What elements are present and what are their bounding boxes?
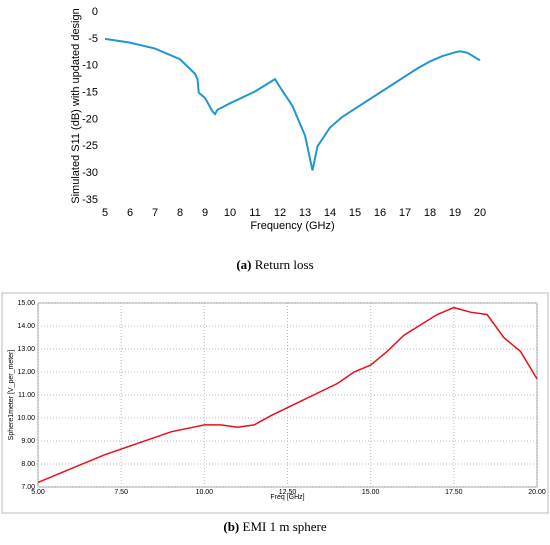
x-tick-label: 5 — [102, 207, 108, 219]
y-tick-label: -25 — [82, 140, 98, 152]
y-tick-label: -10 — [82, 60, 98, 72]
x-tick-label: 7 — [152, 207, 158, 219]
x-tick-label: 13 — [299, 207, 311, 219]
y-tick-label: 15.00 — [17, 300, 35, 307]
x-tick-label: 15.00 — [362, 489, 380, 496]
y-tick-label: 10.00 — [17, 415, 35, 422]
y-axis-label: Sphere1meter [V_per_meter] — [8, 350, 15, 441]
x-tick-label: 17 — [399, 207, 411, 219]
y-tick-label: 9.00 — [21, 438, 35, 445]
caption: (a) Return loss — [236, 257, 313, 272]
x-tick-label: 11 — [249, 207, 260, 219]
x-tick-label: 10.00 — [196, 489, 214, 496]
x-tick-label: 12 — [274, 207, 286, 219]
x-tick-label: 18 — [424, 207, 436, 219]
caption: (b) EMI 1 m sphere — [223, 519, 326, 534]
caption-text: EMI 1 m sphere — [243, 519, 327, 534]
x-tick-label: 5.00 — [31, 489, 45, 496]
panel-frame — [1, 292, 549, 514]
x-tick-label: 17.50 — [445, 489, 463, 496]
x-tick-label: 20.00 — [528, 489, 546, 496]
caption-text: Return loss — [255, 257, 314, 272]
x-tick-label: 10 — [224, 207, 236, 219]
y-tick-label: -5 — [88, 33, 98, 45]
x-tick-label: 19 — [449, 207, 461, 219]
x-tick-label: 14 — [324, 207, 336, 219]
y-tick-label: -15 — [82, 86, 98, 98]
x-tick-label: 7.50 — [114, 489, 128, 496]
y-tick-label: -30 — [82, 167, 98, 179]
x-tick-label: 6 — [127, 207, 133, 219]
data-line — [104, 37, 481, 171]
data-line — [37, 306, 538, 484]
x-axis-label: Frequency (GHz) — [250, 220, 334, 232]
x-tick-label: 20 — [474, 207, 486, 219]
x-axis-label: Freq [GHz] — [270, 494, 304, 501]
y-axis-label: Simulated S11 (dB) with updated design — [70, 8, 82, 203]
y-tick-label: 11.00 — [18, 392, 35, 399]
y-tick-label: 8.00 — [21, 461, 35, 468]
x-tick-label: 8 — [177, 207, 183, 219]
caption-label: (a) — [236, 257, 251, 272]
y-tick-label: 12.00 — [17, 369, 35, 376]
y-tick-label: 13.00 — [17, 346, 35, 353]
x-tick-label: 16 — [374, 207, 386, 219]
y-tick-label: 7.00 — [21, 484, 35, 491]
y-tick-label: -35 — [82, 194, 98, 206]
y-tick-label: 0 — [92, 6, 98, 18]
caption-label: (b) — [223, 519, 239, 534]
y-tick-label: -20 — [82, 113, 98, 125]
x-tick-label: 12.50 — [279, 489, 297, 496]
x-tick-label: 9 — [202, 207, 208, 219]
x-tick-label: 15 — [349, 207, 361, 219]
y-tick-label: 14.00 — [17, 323, 35, 330]
